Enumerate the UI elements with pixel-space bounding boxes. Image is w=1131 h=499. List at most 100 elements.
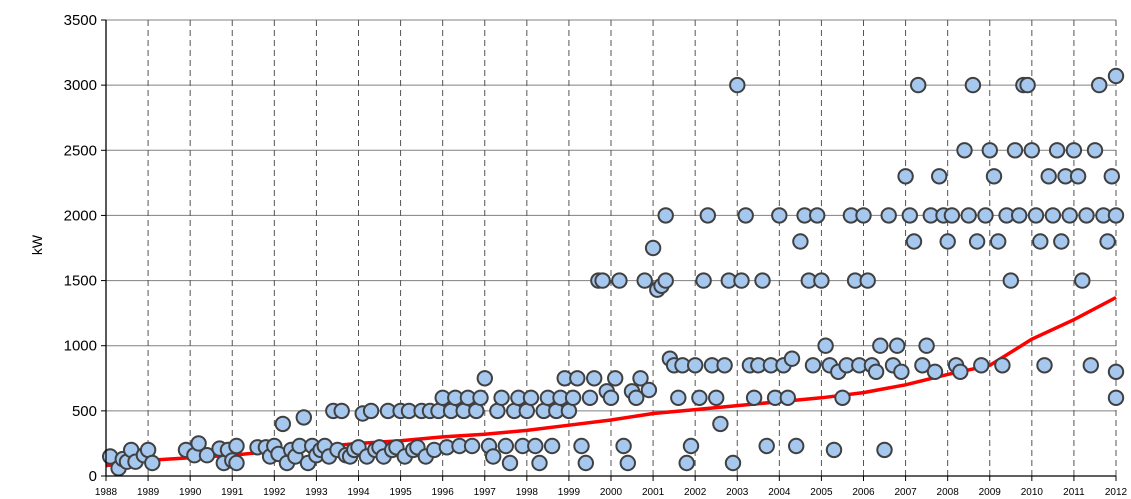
scatter-point	[876, 441, 893, 459]
x-tick-label: 2010	[1021, 487, 1044, 498]
x-tick-label: 1988	[95, 487, 118, 498]
scatter-point	[754, 272, 771, 289]
scatter-point	[1069, 168, 1087, 185]
x-tick-label: 2002	[684, 487, 707, 498]
x-tick-label: 2009	[979, 487, 1002, 498]
scatter-point	[581, 389, 599, 406]
scatter-point	[699, 207, 716, 224]
scatter-point	[594, 272, 611, 289]
scatter-point	[657, 272, 674, 289]
x-tick-label: 2005	[810, 487, 833, 498]
y-tick-label: 3500	[64, 12, 97, 29]
scatter-point	[952, 363, 969, 380]
x-tick-label: 1990	[179, 487, 202, 498]
scatter-point	[1065, 142, 1083, 159]
scatter-point	[644, 239, 662, 257]
scatter-point	[636, 272, 653, 289]
scatter-point	[1107, 207, 1125, 224]
scatter-point	[497, 437, 514, 455]
scatter-point	[493, 389, 510, 406]
x-tick-label: 1993	[305, 487, 328, 498]
scatter-point	[682, 437, 700, 455]
scatter-point	[628, 389, 645, 406]
scatter-point	[968, 233, 986, 250]
scatter-point	[990, 233, 1007, 250]
scatter-point	[607, 370, 624, 387]
scatter-point	[1107, 389, 1125, 406]
scatter-point	[825, 441, 843, 459]
scatter-point	[809, 207, 826, 224]
scatter-point	[792, 233, 809, 250]
scatter-point	[362, 402, 380, 420]
scatter-point	[1086, 142, 1104, 159]
scatter-point	[1027, 207, 1045, 224]
scatter-point	[758, 437, 775, 455]
scatter-point	[872, 337, 889, 354]
scatter-point	[1032, 233, 1049, 250]
scatter-point	[144, 454, 161, 472]
scatter-point	[960, 207, 977, 224]
scatter-point	[712, 415, 729, 433]
x-tick-label: 2003	[726, 487, 749, 498]
scatter-point	[1091, 76, 1108, 94]
plot-area	[106, 20, 1116, 476]
scatter-point	[531, 454, 548, 472]
scatter-point	[611, 272, 628, 289]
scatter-point	[956, 142, 973, 159]
scatter-point	[687, 357, 704, 374]
scatter-point	[586, 370, 603, 387]
scatter-point	[926, 363, 944, 380]
x-tick-label: 1994	[347, 487, 370, 498]
scatter-point	[485, 448, 502, 465]
scatter-point	[543, 437, 561, 455]
scatter-point	[897, 168, 914, 185]
x-tick-label: 1996	[432, 487, 455, 498]
scatter-point	[981, 142, 998, 159]
x-tick-label: 1995	[389, 487, 412, 498]
scatter-point	[632, 370, 649, 387]
scatter-point	[889, 337, 906, 354]
scatter-point	[788, 437, 805, 455]
scatter-point	[964, 76, 982, 94]
x-tick-label: 1997	[474, 487, 497, 498]
scatter-point	[1061, 207, 1078, 224]
x-tick-label: 2006	[852, 487, 875, 498]
scatter-point	[1006, 142, 1024, 159]
scatter-point	[1099, 233, 1116, 250]
x-tick-label: 2007	[894, 487, 917, 498]
scatter-point	[695, 272, 712, 289]
scatter-point	[914, 357, 931, 374]
scatter-point	[994, 357, 1011, 374]
scatter-point	[783, 350, 801, 367]
scatter-point	[228, 437, 245, 455]
scatter-point	[569, 370, 586, 387]
scatter-point	[615, 437, 632, 455]
scatter-point	[973, 357, 990, 374]
scatter-point	[910, 76, 927, 94]
scatter-point	[855, 207, 872, 224]
scatter-point	[1107, 67, 1125, 85]
scatter-point	[708, 389, 725, 406]
scatter-point	[573, 437, 590, 455]
scatter-point	[228, 454, 245, 472]
scatter-point	[1074, 272, 1091, 289]
scatter-point	[931, 168, 948, 185]
scatter-point	[804, 357, 822, 374]
scatter-point	[1002, 272, 1019, 289]
x-tick-label: 1999	[558, 487, 581, 498]
scatter-point	[522, 389, 540, 406]
plot-background	[106, 20, 1116, 476]
axes	[101, 19, 1117, 481]
x-tick-label: 2012	[1105, 487, 1128, 498]
scatter-point	[893, 363, 910, 380]
y-tick-label: 500	[72, 403, 97, 420]
y-tick-label: 1000	[64, 338, 97, 355]
scatter-point	[1019, 76, 1036, 94]
scatter-point	[834, 389, 851, 406]
scatter-point	[859, 272, 876, 289]
scatter-point	[1023, 142, 1041, 159]
scatter-point	[564, 389, 582, 406]
scatter-point	[1040, 168, 1057, 185]
scatter-point	[737, 207, 754, 224]
scatter-point	[198, 447, 216, 464]
